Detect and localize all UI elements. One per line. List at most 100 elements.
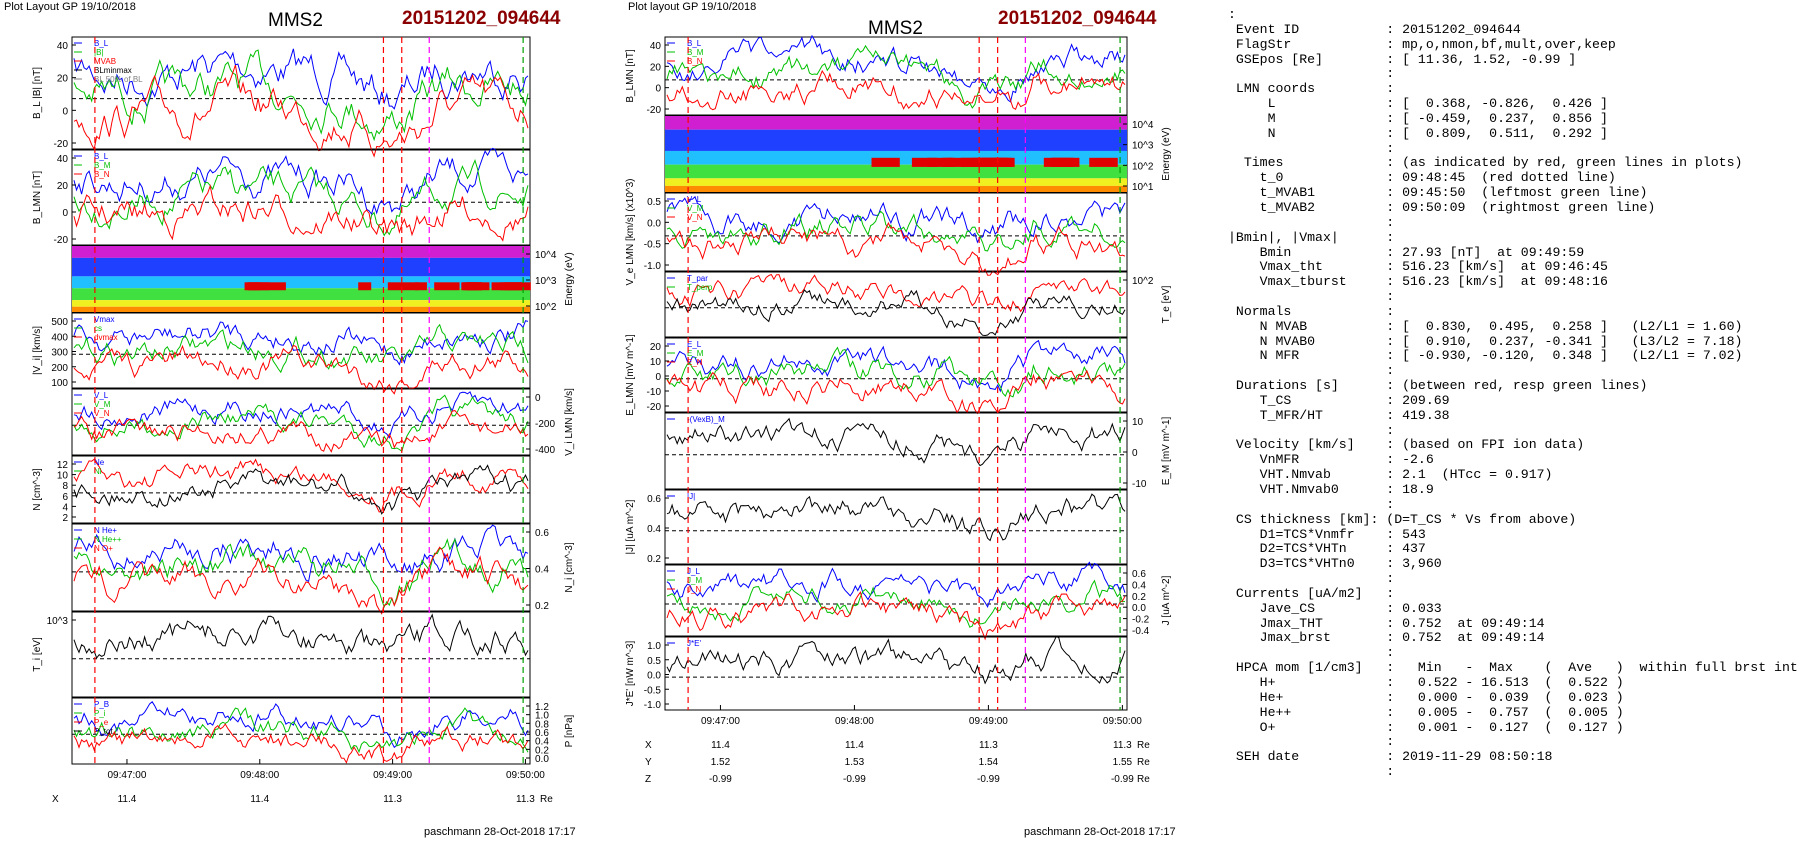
info-line: FlagStr : mp,o,nmon,bf,mult,over,keep [1228, 36, 1616, 52]
trace-1 [666, 273, 1126, 313]
y-tick-label: 0.6 [535, 728, 549, 739]
info-line: He++ : 0.005 - 0.757 ( 0.005 ) [1228, 704, 1624, 720]
panel-frame [71, 312, 531, 389]
legend-label: V_M [94, 400, 111, 409]
y-tick-label: 0.6 [1132, 569, 1146, 580]
trace-3 [666, 369, 1126, 415]
info-line: N MFR : [ -0.930, -0.120, 0.348 ] (L2/L1… [1228, 348, 1743, 364]
y-axis-label: |J| [uA m^-2] [625, 499, 636, 554]
info-line: CS thickness [km]: (D=T_CS * Vs from abo… [1228, 511, 1577, 527]
panel-frame [664, 489, 1128, 565]
legend-label: V_L [94, 391, 109, 400]
legend-label: P_i [94, 709, 106, 718]
y-tick-label: 0.0 [535, 754, 549, 765]
legend-label: J*E' [687, 639, 701, 648]
info-line: M : [ -0.459, 0.237, 0.856 ] [1228, 110, 1608, 126]
y-axis-label: E_LMN [mV m^-1] [625, 334, 636, 416]
y-tick-label: 0 [62, 106, 68, 117]
info-line: : [1228, 496, 1395, 512]
x-tick-label: 09:48:00 [240, 770, 279, 781]
y-axis-label: B_LMN [nT] [625, 49, 636, 103]
panel-8: 10^3 T_i [eV] [32, 611, 531, 698]
right-plot-event: 20151202_094644 [998, 8, 1157, 29]
trace-1 [666, 195, 1126, 244]
panel-3: 10^4 10^3 10^2 Energy (eV) [71, 245, 575, 313]
legend-label: dvmax [94, 333, 118, 342]
coord-value: 11.4 [250, 794, 269, 805]
spectrogram-peak [1089, 157, 1118, 167]
y-axis-label: P [nPa] [564, 714, 575, 747]
y-tick-label: 8 [62, 481, 68, 492]
panel-frame [664, 564, 1128, 637]
info-line: Jave_CS : 0.033 [1228, 600, 1442, 616]
coord-label: Y [645, 757, 652, 768]
y-tick-label: -400 [535, 445, 555, 456]
info-line: Velocity [km/s] : (based on FPI ion data… [1228, 437, 1585, 453]
spectrogram-peak [248, 282, 286, 291]
info-line: : [1228, 66, 1395, 82]
legend-label: T_par [687, 274, 708, 283]
y-tick-label: 0.6 [535, 528, 549, 539]
y-tick-label: 200 [51, 363, 68, 374]
y-tick-label: -20 [54, 235, 69, 246]
trace-3 [73, 410, 529, 453]
y-tick-label: 300 [51, 348, 68, 359]
trace-1 [666, 339, 1126, 393]
coord-unit: Re [1137, 774, 1150, 785]
info-line: : [1228, 422, 1395, 438]
y-tick-label: 0.4 [535, 737, 549, 748]
y-tick-label: -1.0 [644, 700, 662, 711]
spectrogram-band [665, 116, 1127, 130]
x-tick-label: 09:50:00 [1103, 716, 1142, 727]
y-tick-label: 0.4 [647, 524, 661, 535]
legend-label: -(VexB)_M [687, 415, 725, 424]
info-line: Event ID : 20151202_094644 [1228, 21, 1521, 37]
info-line: N MVAB0 : [ 0.910, 0.237, -0.341 ] (L3/L… [1228, 333, 1743, 349]
trace-3 [73, 546, 529, 615]
trace-3 [666, 69, 1126, 111]
spectrogram-band [72, 306, 530, 312]
legend-label: |B| [94, 48, 104, 57]
y-tick-label: 1.0 [535, 711, 549, 722]
coord-unit: Re [540, 794, 553, 805]
y-tick-label: 2 [62, 513, 68, 524]
y-tick-label: 0.4 [535, 565, 549, 576]
y-tick-label: 0.2 [1132, 592, 1146, 603]
coord-unit: Re [1137, 757, 1150, 768]
y-tick-label: 10 [1132, 417, 1144, 428]
spectrogram-peak [500, 282, 523, 291]
legend-label: J_N [687, 585, 701, 594]
legend-label: Vmax [94, 315, 114, 324]
y-tick-label: 20 [57, 74, 69, 85]
trace-1 [666, 34, 1126, 103]
info-line: L : [ 0.368, -0.826, 0.426 ] [1228, 96, 1608, 112]
trace-2 [666, 210, 1126, 252]
y-tick-label: 10^2 [1132, 276, 1154, 287]
y-axis-label: |V_i| [km/s] [32, 326, 43, 375]
spectrogram-band [665, 129, 1127, 151]
info-line: N : [ 0.809, 0.511, 0.292 ] [1228, 125, 1608, 141]
coord-value: -0.99 [1111, 774, 1134, 785]
spectrogram-peak [927, 157, 953, 167]
info-line: : [1228, 734, 1395, 750]
y-axis-label: B_LMN [nT] [32, 171, 43, 225]
info-line: Durations [s] : (between red, resp green… [1228, 378, 1648, 394]
coord-unit: Re [1137, 740, 1150, 751]
legend-label: Ni [94, 467, 102, 476]
legend-label: B_N [687, 57, 703, 66]
y-tick-label: 40 [57, 154, 69, 165]
info-line: : [1228, 645, 1395, 661]
legend-label: P_tot [94, 727, 113, 736]
trace-3 [73, 344, 529, 395]
panel-frame [71, 611, 531, 698]
info-line: D3=TCS*VHTn0 : 3,960 [1228, 556, 1442, 572]
panel-5: 20 10 0 -10 -20 E_LMN [mV m^-1] E_LE_ME_N [625, 334, 1128, 416]
info-line: Vmax_tht : 516.23 [km/s] at 09:46:45 [1228, 259, 1608, 275]
info-line: D1=TCS*Vnmfr : 543 [1228, 526, 1426, 542]
y-tick-label: 0 [1132, 448, 1138, 459]
coord-label: X [52, 794, 59, 805]
panel-frame [71, 523, 531, 612]
y-tick-label: -20 [647, 402, 662, 413]
